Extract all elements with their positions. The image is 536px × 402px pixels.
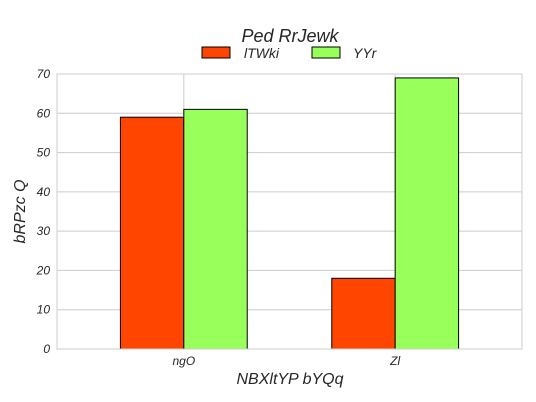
legend: lTWki YYr (201, 45, 378, 61)
y-tick-label-7: 70 (37, 67, 51, 81)
y-tick-label-0: 0 (43, 342, 50, 356)
legend-swatch-series-1 (311, 46, 341, 59)
y-tick-label-5: 50 (37, 146, 51, 160)
y-tick-label-3: 30 (37, 224, 51, 238)
bars (119, 77, 460, 350)
x-axis-ticks: ngO Zl (172, 354, 400, 368)
legend-swatch-series-0 (201, 46, 231, 59)
y-axis-label: bRPzc Q (12, 179, 29, 243)
y-tick-label-4: 40 (37, 185, 51, 199)
x-tick-label-1: Zl (389, 354, 400, 368)
bar-lTWki-ngO (119, 116, 185, 350)
bar-YYr-ngO (183, 108, 248, 350)
plot-frame (56, 73, 523, 350)
x-tick-label-0: ngO (172, 354, 195, 368)
bar-YYr-Zl (394, 77, 460, 350)
x-axis-label: NBXltYP bYQq (236, 371, 343, 388)
legend-label-series-1: YYr (353, 45, 378, 61)
bar-lTWki-Zl (331, 277, 396, 350)
y-tick-label-6: 60 (37, 106, 51, 120)
y-axis-ticks: 0 10 20 30 40 50 60 70 (36, 67, 51, 356)
chart-title: Ped RrJewk (241, 26, 339, 46)
legend-label-series-0: lTWki (244, 45, 280, 61)
y-tick-label-1: 10 (37, 303, 51, 317)
y-tick-label-2: 20 (36, 263, 51, 277)
